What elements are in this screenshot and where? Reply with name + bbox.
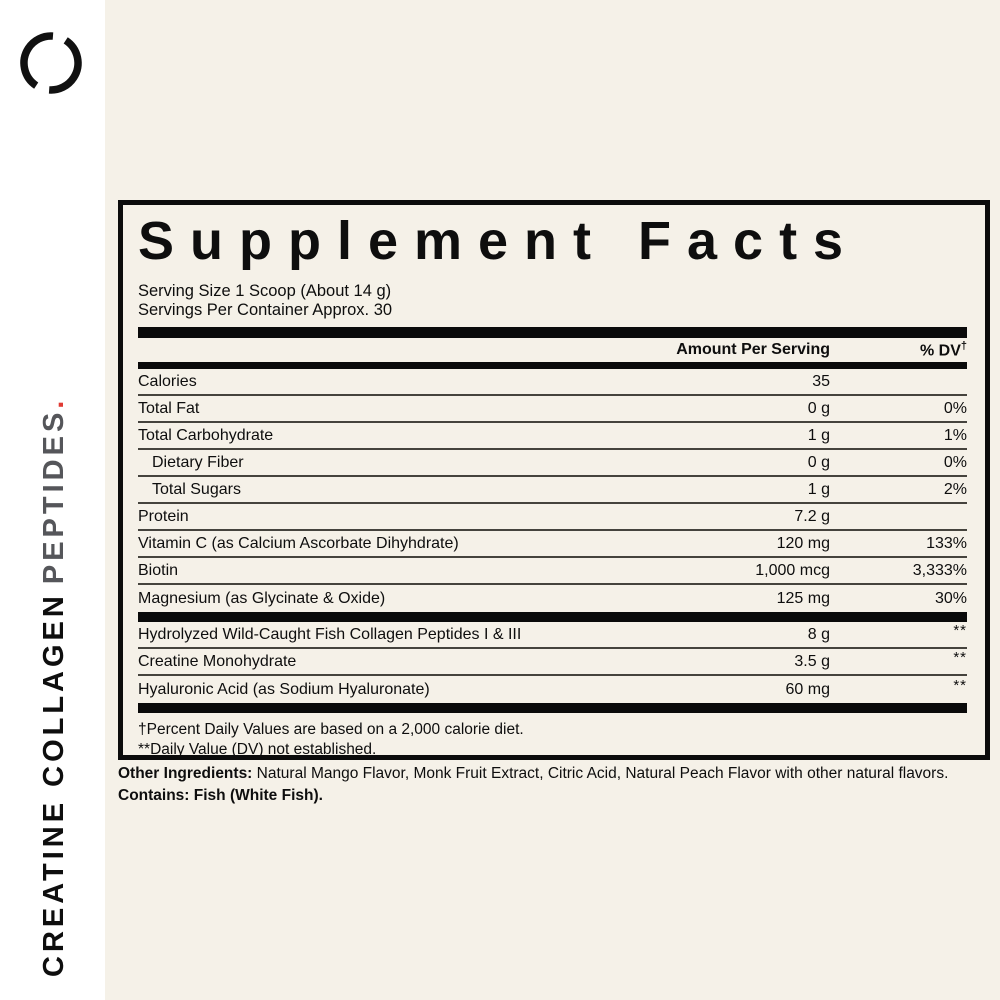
divider-header: [138, 362, 967, 369]
supplement-facts-panel: Supplement Facts Serving Size 1 Scoop (A…: [118, 200, 990, 760]
nutrient-dv: 30%: [934, 589, 967, 607]
nutrient-name: Biotin: [138, 561, 179, 579]
other-ingredients-text: Natural Mango Flavor, Monk Fruit Extract…: [252, 765, 949, 782]
nutrient-name: Vitamin C (as Calcium Ascorbate Dihyhdra…: [138, 534, 459, 552]
nutrient-dv: **: [953, 677, 967, 694]
blend-row-creatine-monohydrate: Creatine Monohydrate 3.5 g **: [138, 649, 967, 676]
blend-row-collagen-peptides: Hydrolyzed Wild-Caught Fish Collagen Pep…: [138, 622, 967, 649]
contains-statement: Contains: Fish (White Fish).: [118, 787, 323, 804]
broken-circle-icon: [20, 32, 82, 94]
nutrient-row-total-sugars: Total Sugars 1 g 2%: [138, 477, 967, 504]
nutrient-row-biotin: Biotin 1,000 mcg 3,333%: [138, 558, 967, 585]
brand-name-secondary: PEPTIDES: [38, 408, 70, 585]
other-ingredients-line: Other Ingredients: Natural Mango Flavor,…: [118, 763, 998, 784]
nutrient-name: Hyaluronic Acid (as Sodium Hyaluronate): [138, 680, 430, 698]
nutrient-amount: 0 g: [807, 453, 830, 471]
brand-name-vertical: CREATINE COLLAGEN PEPTIDES.: [38, 401, 70, 977]
nutrient-amount: 7.2 g: [794, 507, 830, 525]
nutrient-name: Magnesium (as Glycinate & Oxide): [138, 589, 386, 607]
column-header-row: Amount Per Serving % DV†: [138, 338, 967, 362]
divider-thick-top: [138, 327, 967, 338]
nutrient-dv: 133%: [926, 534, 967, 552]
nutrient-name: Protein: [138, 507, 189, 525]
nutrient-dv: 2%: [943, 480, 967, 498]
nutrient-amount: 1 g: [807, 480, 830, 498]
divider-thick-bottom: [138, 703, 967, 713]
nutrient-amount: 120 mg: [776, 534, 830, 552]
nutrient-name: Total Sugars: [152, 480, 241, 498]
nutrient-amount: 1 g: [807, 426, 830, 444]
nutrient-name: Dietary Fiber: [152, 453, 244, 471]
divider-thick-mid: [138, 612, 967, 622]
nutrient-amount: 35: [812, 372, 830, 390]
nutrient-amount: 3.5 g: [794, 652, 830, 670]
nutrient-dv: 0%: [943, 453, 967, 471]
nutrient-row-total-fat: Total Fat 0 g 0%: [138, 396, 967, 423]
nutrient-amount: 1,000 mcg: [755, 561, 830, 579]
nutrient-name: Creatine Monohydrate: [138, 652, 297, 670]
panel-title: Supplement Facts: [138, 211, 860, 271]
nutrient-name: Total Fat: [138, 399, 200, 417]
column-header-amount: Amount Per Serving: [676, 341, 830, 358]
nutrient-amount: 125 mg: [776, 589, 830, 607]
column-header-dv: % DV†: [830, 340, 967, 360]
nutrient-dv: **: [953, 649, 967, 666]
nutrient-dv: 1%: [943, 426, 967, 444]
column-header-dv-text: % DV: [919, 342, 961, 360]
serving-info: Serving Size 1 Scoop (About 14 g) Servin…: [138, 282, 967, 320]
nutrient-name: Total Carbohydrate: [138, 426, 274, 444]
nutrient-row-calories: Calories 35: [138, 369, 967, 396]
brand-name-dot: .: [38, 400, 70, 409]
nutrient-amount: 8 g: [807, 625, 830, 643]
nutrient-dv: 0%: [943, 399, 967, 417]
nutrient-row-dietary-fiber: Dietary Fiber 0 g 0%: [138, 450, 967, 477]
other-ingredients-label: Other Ingredients:: [118, 765, 253, 782]
nutrient-name: Calories: [138, 372, 197, 390]
nutrient-row-protein: Protein 7.2 g: [138, 504, 967, 531]
left-white-strip: [0, 0, 105, 1000]
nutrient-amount: 0 g: [807, 399, 830, 417]
footnote-dv-not-established: **Daily Value (DV) not established.: [138, 741, 377, 758]
nutrient-row-total-carbohydrate: Total Carbohydrate 1 g 1%: [138, 423, 967, 450]
nutrient-row-magnesium: Magnesium (as Glycinate & Oxide) 125 mg …: [138, 585, 967, 612]
other-ingredients-block: Other Ingredients: Natural Mango Flavor,…: [118, 763, 998, 806]
footnotes: †Percent Daily Values are based on a 2,0…: [138, 720, 967, 760]
dagger-symbol: †: [960, 339, 967, 352]
nutrient-amount: 60 mg: [785, 680, 830, 698]
nutrient-dv: 3,333%: [912, 561, 967, 579]
nutrient-dv: **: [953, 622, 967, 639]
brand-name-primary: CREATINE COLLAGEN: [38, 592, 70, 977]
footnote-daily-values: †Percent Daily Values are based on a 2,0…: [138, 721, 524, 738]
blend-row-hyaluronic-acid: Hyaluronic Acid (as Sodium Hyaluronate) …: [138, 676, 967, 703]
serving-size: Serving Size 1 Scoop (About 14 g): [138, 282, 392, 300]
nutrient-row-vitamin-c: Vitamin C (as Calcium Ascorbate Dihyhdra…: [138, 531, 967, 558]
nutrient-name: Hydrolyzed Wild-Caught Fish Collagen Pep…: [138, 625, 522, 643]
servings-per-container: Servings Per Container Approx. 30: [138, 301, 393, 319]
